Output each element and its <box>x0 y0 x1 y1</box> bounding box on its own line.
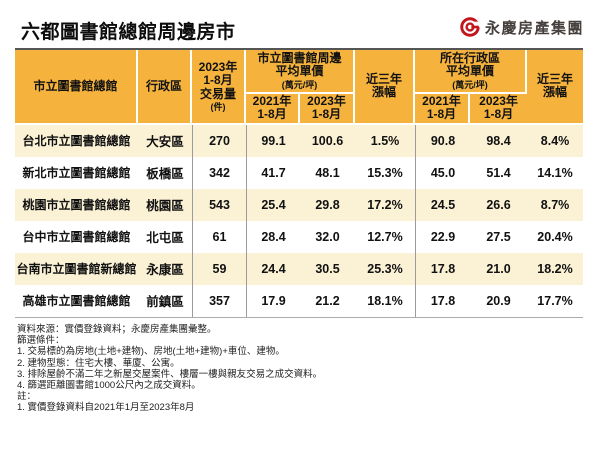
col-header-growth-district: 近三年 漲幅 <box>527 50 584 125</box>
table-cell: 12.7% <box>355 220 416 253</box>
table-cell: 17.9 <box>246 284 300 317</box>
table-cell: 21.0 <box>470 252 528 285</box>
subcol-nearby-2021: 2021年 1-8月 <box>246 94 300 125</box>
table-cell: 台中市立圖書館總館 <box>15 220 138 253</box>
table-cell: 90.8 <box>415 124 471 157</box>
table-cell: 桃園市立圖書館總館 <box>15 188 138 221</box>
note-filter-2: 2. 建物型態：住宅大樓、華廈、公寓。 <box>17 357 180 369</box>
table-cell: 26.6 <box>470 188 528 221</box>
table-cell: 41.7 <box>246 156 300 189</box>
note-item-1: 1. 實價登錄資料自2021年1月至2023年8月 <box>17 402 195 414</box>
table-row: 台中市立圖書館總館 北屯區 61 28.4 32.0 12.7% 22.9 27.5 20.4% <box>15 220 584 253</box>
table-cell: 22.9 <box>415 220 471 253</box>
table-cell: 59 <box>192 252 246 285</box>
table-cell: 270 <box>192 124 246 157</box>
note-filter-3: 3. 排除屋齡不滿二年之新屋交屋案件、樓層一樓與親友交易之成交資料。 <box>17 368 323 380</box>
note-source: 資料來源：實價登錄資料；永慶房產集團彙整。 <box>17 324 217 335</box>
notes: 資料來源：實價登錄資料；永慶房產集團彙整。 篩選條件： 1. 交易標的為房地(土… <box>17 324 583 414</box>
table-cell: 17.8 <box>415 284 471 317</box>
table-cell: 21.2 <box>300 284 356 317</box>
table-cell: 18.1% <box>355 284 416 317</box>
table-cell: 大安區 <box>138 124 192 157</box>
note-filter-title: 篩選條件： <box>17 335 65 347</box>
page-title: 六都圖書館總館周邊房市 <box>21 22 236 43</box>
table-cell: 17.7% <box>527 284 584 317</box>
table-cell: 8.7% <box>527 188 584 221</box>
table-cell: 98.4 <box>470 124 528 157</box>
table-cell: 100.6 <box>300 124 356 157</box>
table-cell: 台北市立圖書館總館 <box>15 124 138 157</box>
table-cell: 24.4 <box>246 252 300 285</box>
note-title: 註： <box>17 391 37 403</box>
table-cell: 32.0 <box>300 220 356 253</box>
table-cell: 20.4% <box>527 220 584 253</box>
table-cell: 342 <box>192 156 246 189</box>
yungching-g-ring-icon <box>460 17 481 37</box>
table-cell: 高雄市立圖書館總館 <box>15 284 138 317</box>
col-header-district: 行政區 <box>138 50 192 125</box>
table-cell: 48.1 <box>300 156 356 189</box>
table-header: 市立圖書館總館 行政區 2023年 1-8月 交易量 (件) 市立圖書館周邊 平… <box>15 50 584 125</box>
table-cell: 357 <box>192 284 246 317</box>
subcol-nearby-2023: 2023年 1-8月 <box>300 94 356 125</box>
table-cell: 24.5 <box>415 188 471 221</box>
note-filter-4: 4. 篩選距離圖書館1000公尺內之成交資料。 <box>17 380 201 392</box>
table-cell: 17.8 <box>415 252 471 285</box>
brand-logo: 永慶房產集團 <box>459 16 584 38</box>
table-cell: 北屯區 <box>138 220 192 253</box>
table-row: 台北市立圖書館總館 大安區 270 99.1 100.6 1.5% 90.8 98.4 8.4% <box>15 124 584 157</box>
table-cell: 25.4 <box>246 188 300 221</box>
table-cell: 27.5 <box>470 220 528 253</box>
table-cell: 45.0 <box>415 156 471 189</box>
subcol-district-2023: 2023年 1-8月 <box>470 94 528 125</box>
col-header-library: 市立圖書館總館 <box>15 50 138 125</box>
table-cell: 板橋區 <box>138 156 192 189</box>
col-group-district-price: 所在行政區 平均單價 (萬元/坪) <box>415 50 528 94</box>
table-cell: 25.3% <box>355 252 416 285</box>
housing-market-table: 市立圖書館總館 行政區 2023年 1-8月 交易量 (件) 市立圖書館周邊 平… <box>15 48 584 318</box>
table-cell: 20.9 <box>470 284 528 317</box>
col-header-growth-nearby: 近三年 漲幅 <box>355 50 416 125</box>
table-cell: 1.5% <box>355 124 416 157</box>
brand-name: 永慶房產集團 <box>484 19 584 37</box>
table-row: 新北市立圖書館總館 板橋區 342 41.7 48.1 15.3% 45.0 51.4 14.1… <box>15 156 584 189</box>
table-cell: 18.2% <box>527 252 584 285</box>
table-cell: 新北市立圖書館總館 <box>15 156 138 189</box>
table-cell: 台南市立圖書館新總館 <box>15 252 138 285</box>
table-cell: 543 <box>192 188 246 221</box>
table-cell: 桃園區 <box>138 188 192 221</box>
table-cell: 99.1 <box>246 124 300 157</box>
table-cell: 17.2% <box>355 188 416 221</box>
table-cell: 15.3% <box>355 156 416 189</box>
table-cell: 14.1% <box>527 156 584 189</box>
table-row: 台南市立圖書館新總館 永康區 59 24.4 30.5 25.3% 17.8 21.0 18.2… <box>15 252 584 285</box>
table-row: 桃園市立圖書館總館 桃園區 543 25.4 29.8 17.2% 24.5 26.6 8.7% <box>15 188 584 221</box>
col-header-volume: 2023年 1-8月 交易量 (件) <box>192 50 246 125</box>
table-cell: 28.4 <box>246 220 300 253</box>
table-cell: 永康區 <box>138 252 192 285</box>
table-cell: 8.4% <box>527 124 584 157</box>
col-group-nearby-price: 市立圖書館周邊 平均單價 (萬元/坪) <box>246 50 356 94</box>
subcol-district-2021: 2021年 1-8月 <box>415 94 471 125</box>
note-filter-1: 1. 交易標的為房地(土地+建物)、房地(土地+建物)+車位、建物。 <box>17 346 285 358</box>
table-cell: 30.5 <box>300 252 356 285</box>
table-row: 高雄市立圖書館總館 前鎮區 357 17.9 21.2 18.1% 17.8 20.9 17.7… <box>15 284 584 317</box>
table-cell: 29.8 <box>300 188 356 221</box>
table-cell: 61 <box>192 220 246 253</box>
table-body: 台北市立圖書館總館 大安區 270 99.1 100.6 1.5% 90.8 98.4 8.4%… <box>15 124 584 317</box>
table-cell: 前鎮區 <box>138 284 192 317</box>
table-cell: 51.4 <box>470 156 528 189</box>
